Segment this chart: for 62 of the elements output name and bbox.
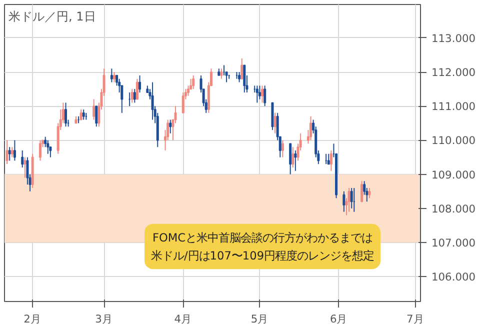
candlestick	[330, 150, 332, 172]
candlestick	[294, 150, 297, 172]
candlestick	[92, 98, 96, 120]
y-tick-label: 113.000	[432, 32, 476, 45]
candlestick	[138, 74, 142, 93]
candlestick	[10, 146, 14, 158]
candlestick	[240, 58, 244, 80]
x-tick-label: 6月	[330, 312, 348, 326]
candlestick	[256, 85, 258, 104]
y-tick-label: 108.000	[432, 202, 476, 216]
candlestick	[80, 109, 82, 120]
x-tick-label: 5月	[250, 312, 269, 326]
candlestick	[289, 143, 292, 175]
candlestick	[82, 109, 85, 120]
candlestick	[24, 156, 26, 178]
candlestick	[6, 140, 8, 165]
y-tick-label: 112.000	[432, 66, 476, 80]
candlestick	[220, 68, 223, 80]
candlestick	[368, 187, 371, 199]
candlestick	[46, 140, 50, 154]
chart-title: 米ドル／円, 1日	[8, 10, 96, 24]
candlestick	[186, 85, 190, 96]
x-tick-label: 7月	[406, 312, 424, 326]
candlestick	[38, 140, 42, 162]
candlestick	[151, 82, 154, 120]
candlestick	[243, 64, 246, 93]
candlestick	[292, 146, 294, 168]
candlestick	[169, 119, 172, 134]
candlestick	[174, 106, 177, 124]
candlestick	[130, 88, 134, 104]
candlestick	[182, 92, 184, 114]
candlestick	[133, 88, 136, 104]
y-tick-label: 109.000	[432, 168, 476, 182]
candlestick	[309, 116, 312, 141]
candlestick	[13, 140, 16, 162]
candlestick	[192, 74, 195, 90]
candlestick	[350, 187, 353, 209]
candlestick	[342, 190, 346, 212]
candlestick	[281, 140, 284, 158]
candlestick	[264, 85, 266, 107]
candlestick	[327, 153, 330, 165]
candlestick	[348, 187, 350, 212]
x-tick-label: 2月	[24, 312, 42, 326]
candlestick	[21, 150, 24, 168]
x-tick-label: 3月	[95, 312, 113, 326]
candlestick	[258, 85, 261, 100]
candlestick	[8, 146, 11, 162]
candlestick	[136, 78, 138, 100]
y-tick-label: 107.000	[432, 236, 476, 250]
annotation: FOMCと米中首脳会談の行方がわかるまでは米ドル/円は107〜109円程度のレンジを想定	[150, 230, 374, 263]
candlestick	[261, 85, 264, 104]
candlestick	[95, 106, 98, 128]
x-tick-label: 4月	[174, 312, 192, 326]
candlestick	[360, 180, 364, 202]
y-tick-label: 111.000	[432, 100, 476, 114]
candlestick	[64, 102, 68, 128]
y-tick-label: 110.000	[432, 134, 476, 148]
candlestick	[274, 112, 276, 134]
candlestick	[271, 102, 274, 130]
candlestick	[112, 72, 116, 83]
candlestick	[238, 72, 241, 83]
y-tick-label: 106.000	[432, 270, 476, 284]
